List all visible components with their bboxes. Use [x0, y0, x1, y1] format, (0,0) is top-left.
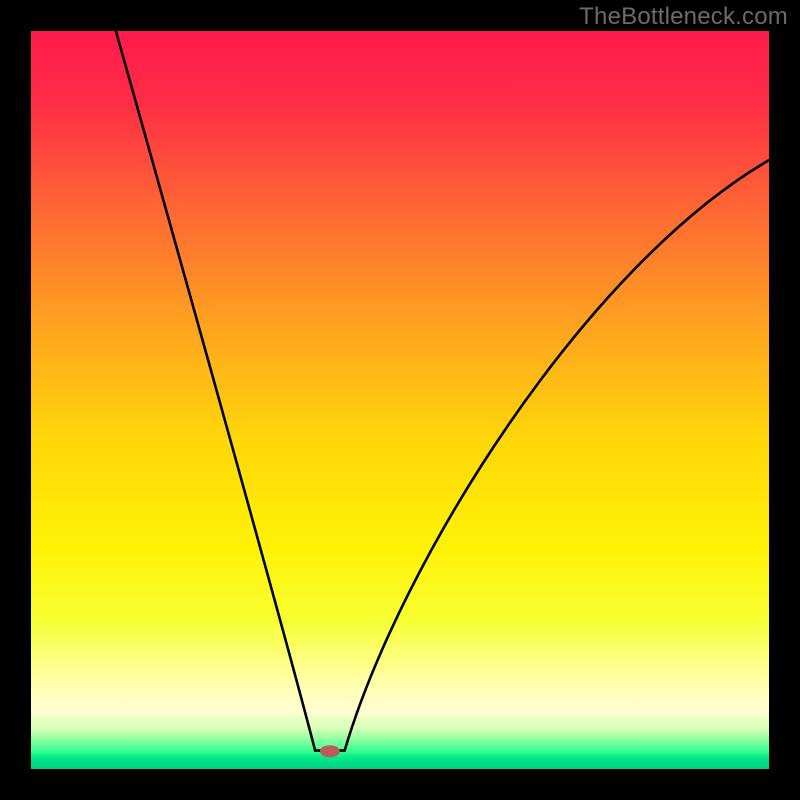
bottleneck-curve — [31, 31, 769, 769]
optimal-point-marker — [320, 745, 340, 757]
chart-container: { "watermark_text": "TheBottleneck.com",… — [0, 0, 800, 800]
watermark: TheBottleneck.com — [579, 3, 788, 31]
plot-area — [31, 31, 769, 769]
